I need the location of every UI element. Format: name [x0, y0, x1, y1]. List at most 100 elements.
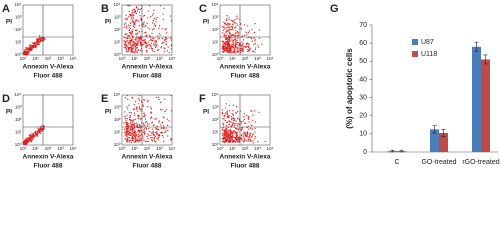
cell-dot [133, 112, 135, 114]
cell-dot [33, 45, 35, 48]
cell-dot [233, 38, 235, 41]
cell-dot [159, 108, 162, 111]
cell-dot [26, 51, 28, 53]
cell-dot [127, 123, 129, 126]
cell-dot [227, 30, 229, 32]
cell-dot [33, 135, 36, 138]
cell-dot [229, 132, 232, 135]
x-tick-label: 10⁴ [169, 56, 176, 61]
cell-dot [131, 140, 133, 142]
cell-dot [252, 114, 254, 116]
cell-dot [125, 131, 127, 133]
cell-dot [31, 138, 33, 140]
y-tick-label: 10⁰ [15, 142, 22, 147]
x-tick-label: 10³ [57, 146, 64, 151]
cell-dot [240, 134, 243, 137]
cell-dot [30, 140, 33, 143]
cell-dot [247, 46, 250, 48]
cell-dot [227, 47, 229, 50]
cell-dot [143, 98, 145, 101]
cell-dot [157, 137, 159, 139]
cell-dot [157, 96, 160, 98]
cell-dot [142, 105, 144, 107]
cell-dot [124, 134, 126, 136]
cell-dot [128, 118, 131, 120]
cell-dot [139, 139, 141, 142]
cell-dot [132, 131, 134, 133]
cell-dot [227, 51, 230, 53]
cell-dot [160, 47, 162, 49]
cell-dot [132, 50, 134, 52]
cell-dot [250, 37, 252, 39]
cell-dot [251, 128, 254, 130]
cell-dot [246, 45, 248, 48]
cell-dot [25, 137, 28, 139]
cell-dot [124, 46, 127, 48]
cell-dot [156, 128, 158, 130]
cell-dot [36, 43, 38, 46]
cell-dot [241, 44, 243, 47]
cell-dot [137, 41, 139, 44]
cell-dot [128, 130, 130, 133]
y-tick-label: 10² [114, 27, 121, 32]
cell-dot [161, 121, 164, 123]
cell-dot [153, 133, 155, 135]
cell-dot [225, 130, 227, 132]
bar [472, 46, 481, 153]
y-tick-label: 10¹ [114, 130, 121, 135]
cell-dot [166, 50, 169, 52]
cell-dot [228, 110, 231, 112]
plot-frame [22, 4, 74, 56]
x-tick-label: 10¹ [229, 56, 236, 61]
cell-dot [153, 138, 156, 140]
cell-dot [254, 110, 256, 112]
cell-dot [142, 137, 144, 139]
cell-dot [249, 135, 251, 137]
cell-dot [132, 29, 134, 31]
cell-dot [158, 136, 160, 138]
cell-dot [235, 137, 237, 139]
cell-dot [135, 108, 138, 110]
cell-dot [231, 140, 234, 142]
x-axis-label: Annexin V-Alexa [23, 154, 74, 161]
cell-dot [124, 41, 126, 43]
cell-dot [137, 116, 140, 118]
cell-dot [130, 137, 133, 139]
cell-dot [129, 40, 131, 42]
cell-dot [147, 138, 149, 140]
cell-dot [155, 41, 157, 43]
cell-dot [146, 135, 148, 138]
cell-dot [234, 19, 236, 21]
cell-dot [235, 120, 238, 122]
cell-dot [153, 23, 155, 25]
cell-dot [43, 128, 45, 130]
cell-dot [222, 43, 224, 45]
cell-dot [235, 127, 237, 130]
cell-dot [221, 25, 224, 28]
cell-dot [29, 139, 31, 141]
cell-dot [146, 122, 149, 125]
cell-dot [166, 118, 168, 120]
cell-dot [236, 124, 239, 126]
cell-dot [35, 134, 37, 136]
cell-dot [126, 141, 129, 143]
cell-dot [161, 131, 163, 134]
cell-dot [232, 19, 234, 22]
cell-dot [154, 46, 157, 48]
cell-dot [125, 22, 127, 24]
cell-dot [222, 124, 225, 126]
cell-dot [223, 136, 225, 138]
legend-swatch [412, 51, 418, 57]
cell-dot [36, 134, 38, 136]
y-tick-label: 10⁴ [114, 92, 121, 97]
x-tick-label: 10⁰ [20, 146, 27, 151]
cell-dot [250, 139, 252, 141]
cell-dot [235, 105, 238, 108]
cell-dot [131, 12, 133, 14]
y-tick-label: 30 [359, 94, 367, 101]
cell-dot [248, 47, 250, 49]
cell-dot [233, 124, 236, 126]
cell-dot [244, 140, 246, 142]
cell-dot [139, 15, 141, 17]
